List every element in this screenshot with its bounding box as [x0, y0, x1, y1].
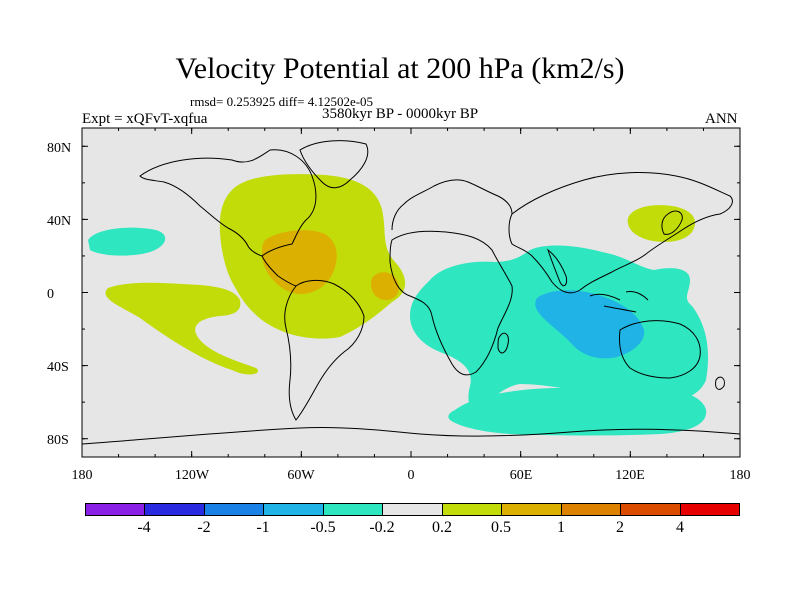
x-tick-label: 180: [729, 468, 751, 483]
plot-title: Velocity Potential at 200 hPa (km2/s): [175, 52, 625, 85]
region-southern-ocean: [448, 388, 707, 436]
colorbar-swatch: [442, 504, 503, 515]
coastline-asia: [508, 172, 733, 294]
region-north-pacific: [88, 227, 166, 256]
colorbar-swatch: [621, 504, 681, 515]
coastline-central-america: [261, 255, 297, 287]
coastline-south-america: [284, 279, 365, 421]
coastline-japan: [661, 210, 683, 235]
colorbar-label: 4: [676, 519, 684, 536]
y-tick-label: 40S: [47, 360, 69, 375]
coastline-indonesia: [589, 291, 649, 313]
colorbar-label: -0.2: [369, 519, 395, 536]
coastlines: [81, 140, 741, 445]
colorbar-swatch: [86, 504, 146, 515]
colorbar-swatch: [383, 504, 443, 515]
x-tick-label: 120E: [615, 468, 645, 483]
colorbar-label: 0.2: [432, 519, 452, 536]
coastline-antarctica: [81, 426, 741, 445]
x-tick-label: 120W: [174, 468, 210, 483]
region-east-pacific: [105, 282, 259, 375]
y-tick-label: 0: [47, 287, 54, 302]
x-tick-label: 60W: [287, 468, 315, 483]
period-label: 3580kyr BP - 0000kyr BP: [322, 106, 479, 122]
y-tick-label: 40N: [47, 214, 72, 229]
coastline-north-america: [139, 149, 317, 257]
coastline-india: [547, 248, 567, 287]
coastline-africa: [389, 230, 513, 376]
region-west-africa-coast: [370, 272, 399, 300]
colorbar-label: 1: [557, 519, 565, 536]
colorbar-swatch: [323, 504, 384, 515]
colorbar-swatch: [502, 504, 562, 515]
x-tick-label: 180: [71, 468, 93, 483]
y-tick-label: 80S: [47, 433, 69, 448]
coastline-europe: [391, 179, 513, 231]
colorbar-swatch: [264, 504, 324, 515]
y-tick-label: 80N: [47, 141, 72, 156]
coastline-australia: [619, 320, 701, 379]
colorbar: [85, 503, 740, 516]
season-label: ANN: [705, 111, 738, 127]
stats-subtitle: rmsd= 0.253925 diff= 4.12502e-05: [190, 94, 374, 109]
colorbar-label: -0.5: [310, 519, 336, 536]
x-tick-label: 60E: [509, 468, 533, 483]
colorbar-label: -4: [137, 519, 151, 536]
x-tick-label: 0: [407, 468, 415, 483]
colorbar-label: -1: [256, 519, 270, 536]
axis-ticks: [81, 128, 741, 457]
colorbar-label: 2: [616, 519, 624, 536]
coastline-new-zealand: [715, 376, 725, 390]
colorbar-label: -2: [197, 519, 211, 536]
coastline-greenland: [299, 140, 369, 189]
colorbar-swatch: [145, 504, 205, 515]
colorbar-swatch: [204, 504, 265, 515]
coastline-madagascar: [497, 332, 509, 354]
colorbar-swatch: [680, 504, 739, 515]
colorbar-swatch: [561, 504, 622, 515]
region-maritime-continent: [535, 290, 645, 359]
colorbar-label: 0.5: [491, 519, 511, 536]
experiment-label: Expt = xQFvT-xqfua: [82, 111, 208, 127]
